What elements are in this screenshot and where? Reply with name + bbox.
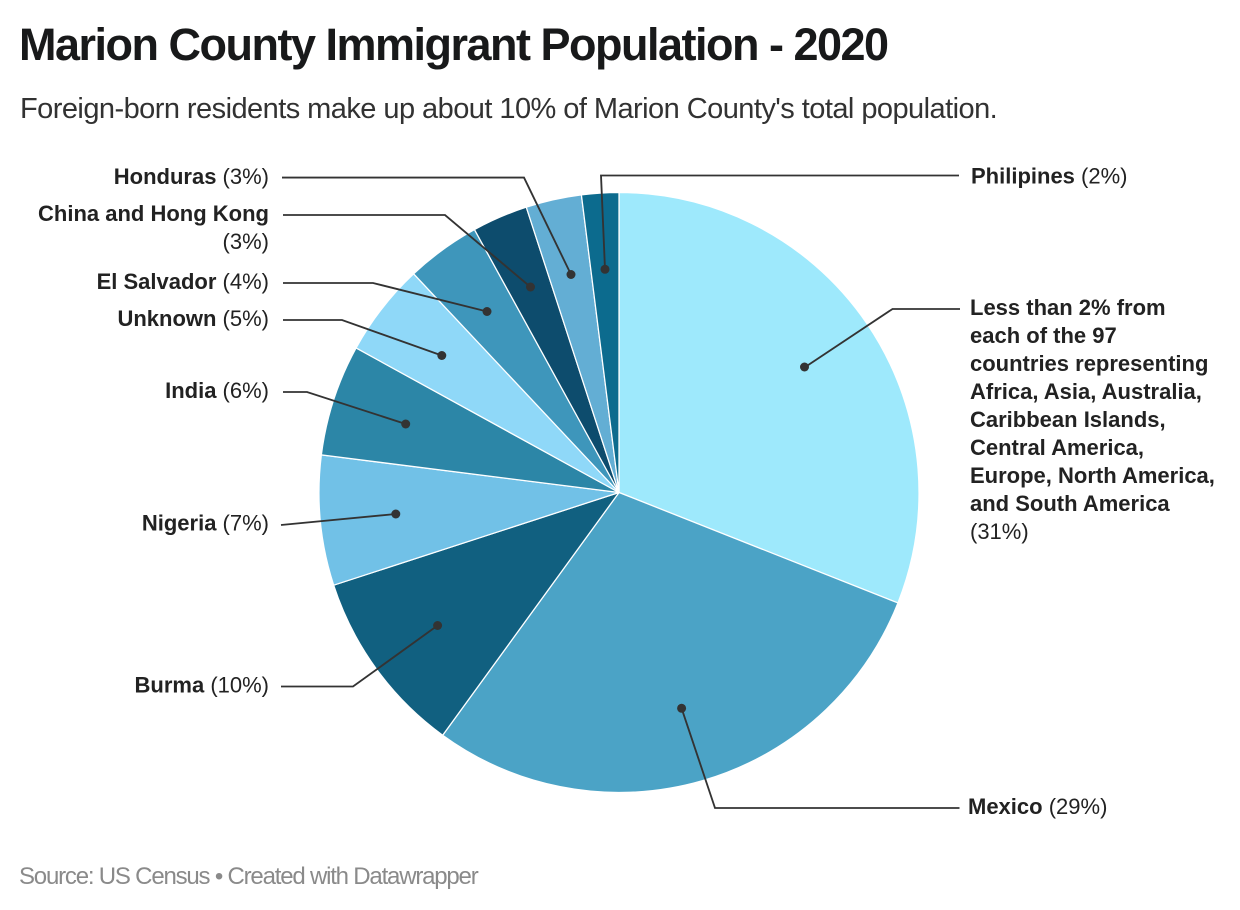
svg-text:El Salvador (4%): El Salvador (4%) xyxy=(97,269,269,294)
svg-text:Caribbean Islands,: Caribbean Islands, xyxy=(970,407,1166,432)
svg-text:Europe, North America,: Europe, North America, xyxy=(970,463,1215,488)
svg-text:Burma (10%): Burma (10%) xyxy=(135,673,269,698)
svg-text:and South America: and South America xyxy=(970,491,1170,516)
svg-text:Central America,: Central America, xyxy=(970,435,1144,460)
svg-text:each of the 97: each of the 97 xyxy=(970,323,1117,348)
svg-text:countries representing: countries representing xyxy=(970,351,1208,376)
svg-text:Africa, Asia, Australia,: Africa, Asia, Australia, xyxy=(970,379,1202,404)
svg-text:China and Hong Kong: China and Hong Kong xyxy=(38,201,269,226)
svg-text:Honduras (3%): Honduras (3%) xyxy=(114,164,269,189)
svg-text:Unknown (5%): Unknown (5%) xyxy=(117,306,269,331)
svg-text:Philipines (2%): Philipines (2%) xyxy=(971,164,1127,189)
svg-text:Nigeria (7%): Nigeria (7%) xyxy=(142,511,269,536)
svg-text:(3%): (3%) xyxy=(223,229,269,254)
svg-text:(31%): (31%) xyxy=(970,519,1029,544)
svg-text:Mexico (29%): Mexico (29%) xyxy=(968,794,1107,819)
svg-text:Less than 2% from: Less than 2% from xyxy=(970,295,1166,320)
svg-text:India (6%): India (6%) xyxy=(165,378,269,403)
